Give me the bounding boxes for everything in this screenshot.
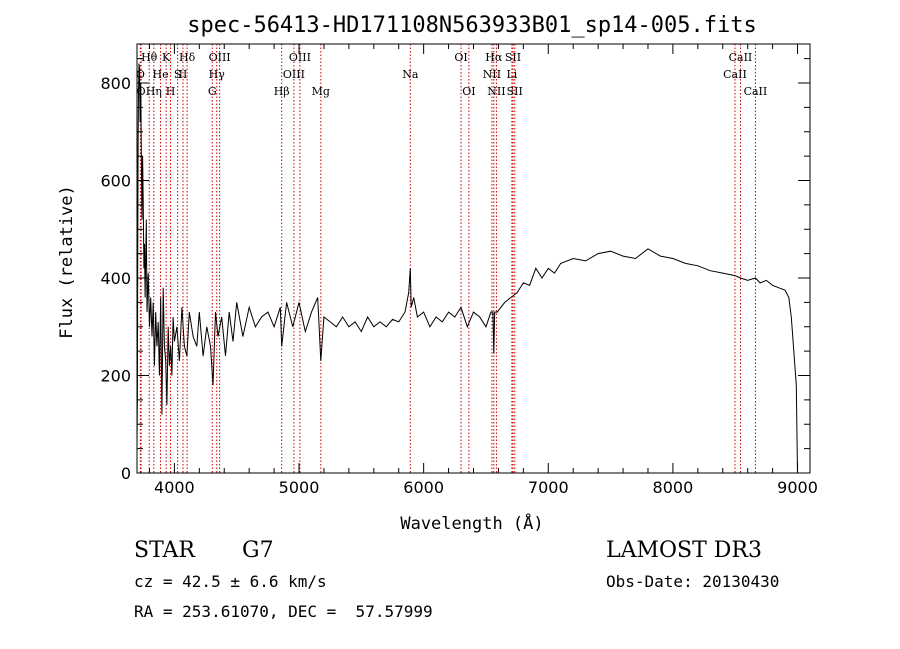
line-annotation-label: Na [402, 68, 419, 81]
line-annotation-label: K [162, 51, 171, 64]
coordinates: RA = 253.61070, DEC = 57.57999 [134, 602, 433, 621]
line-annotation-label: Hδ [179, 51, 196, 64]
y-tick-label: 800 [100, 74, 131, 93]
line-annotation-label: NII [487, 85, 505, 98]
y-axis-label: Flux (relative) [57, 185, 77, 339]
line-annotation-label: OI [462, 85, 475, 98]
line-annotation-label: S [174, 68, 182, 81]
x-tick-label: 5000 [279, 478, 320, 497]
line-annotation-label: Hβ [274, 85, 290, 98]
line-annotation-label: Hγ [209, 68, 226, 81]
y-tick-label: 600 [100, 172, 131, 191]
line-annotation-label: O [136, 68, 145, 81]
redshift-cz: cz = 42.5 ± 6.6 km/s [134, 572, 327, 591]
x-tick-label: 4000 [154, 478, 195, 497]
spectrum-series-line [136, 63, 798, 474]
y-tick-label: 400 [100, 269, 131, 288]
line-annotation-label: CaII [729, 51, 753, 64]
line-annotation-label: Mg [312, 85, 330, 98]
line-annotation-label: CaII [723, 68, 747, 81]
line-annotation-label: SII [505, 51, 521, 64]
x-tick-label: 9000 [777, 478, 818, 497]
observation-date: Obs-Date: 20130430 [606, 572, 780, 591]
y-tick-label: 200 [100, 367, 131, 386]
line-annotation-label: He [153, 68, 169, 81]
y-tick-label: 0 [121, 464, 131, 483]
line-annotation-label: NII [483, 68, 501, 81]
line-annotation-label: CaII [744, 85, 768, 98]
chart-title: spec-56413-HD171108N563933B01_sp14-005.f… [187, 13, 757, 38]
x-axis-label: Wavelength (Å) [400, 512, 543, 534]
axis-tick-layer: 4000 5000 6000 7000 8000 9000 0 200 400 600 800 [100, 44, 818, 497]
line-annotation-label: Hθ [141, 51, 158, 64]
line-annotation-label: OIII [289, 51, 311, 64]
object-subclass: G7 [242, 538, 274, 563]
line-annotation-label: OIII [209, 51, 231, 64]
line-annotation-label: II [179, 68, 188, 81]
x-tick-label: 7000 [528, 478, 569, 497]
line-annotation-label: H [166, 85, 176, 98]
line-annotation-label: OIII [283, 68, 305, 81]
line-annotation-label: Li [506, 68, 517, 81]
line-marker-layer [139, 44, 756, 473]
line-annotation-label: SII [507, 85, 523, 98]
line-annotation-label: G [208, 85, 217, 98]
x-tick-label: 6000 [403, 478, 444, 497]
line-annotation-label: Hη [146, 85, 162, 98]
line-annotation-label: Hα [485, 51, 503, 64]
x-tick-label: 8000 [653, 478, 694, 497]
survey-name: LAMOST DR3 [606, 538, 762, 563]
plot-frame [136, 43, 811, 474]
object-class: STAR [134, 538, 195, 563]
line-annotation-label: OI [454, 51, 467, 64]
